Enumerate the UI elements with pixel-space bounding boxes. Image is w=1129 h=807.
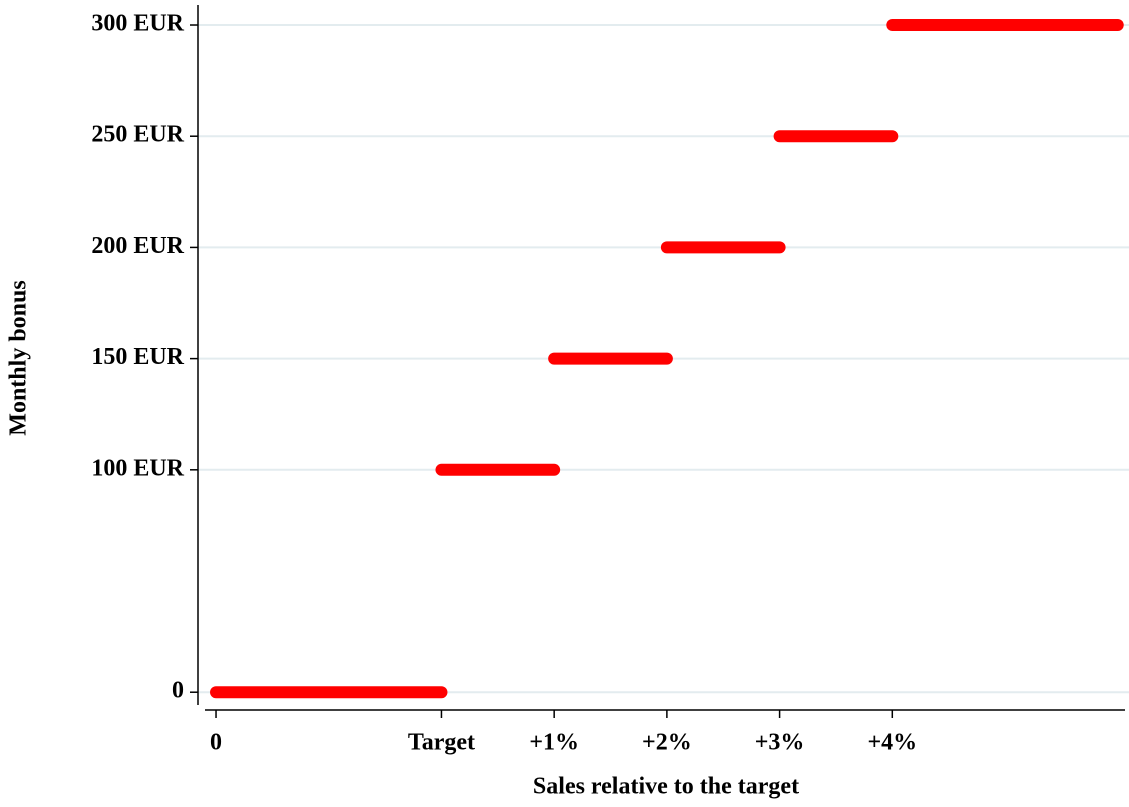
y-tick-label: 100 EUR <box>91 455 184 481</box>
x-tick-label: +1% <box>529 730 579 756</box>
x-axis-label: Sales relative to the target <box>533 774 799 800</box>
x-tick-label: 0 <box>210 730 222 756</box>
x-tick-label: +3% <box>755 730 805 756</box>
x-tick-label: +2% <box>642 730 692 756</box>
x-tick-label: +4% <box>867 730 917 756</box>
y-tick-label: 200 EUR <box>91 233 184 259</box>
y-tick-label: 250 EUR <box>91 122 184 148</box>
y-tick-label: 150 EUR <box>91 344 184 370</box>
y-axis-label: Monthly bonus <box>6 280 32 435</box>
y-tick-label: 0 <box>172 678 184 704</box>
x-tick-label: Target <box>408 730 475 756</box>
y-tick-label: 300 EUR <box>91 11 184 37</box>
